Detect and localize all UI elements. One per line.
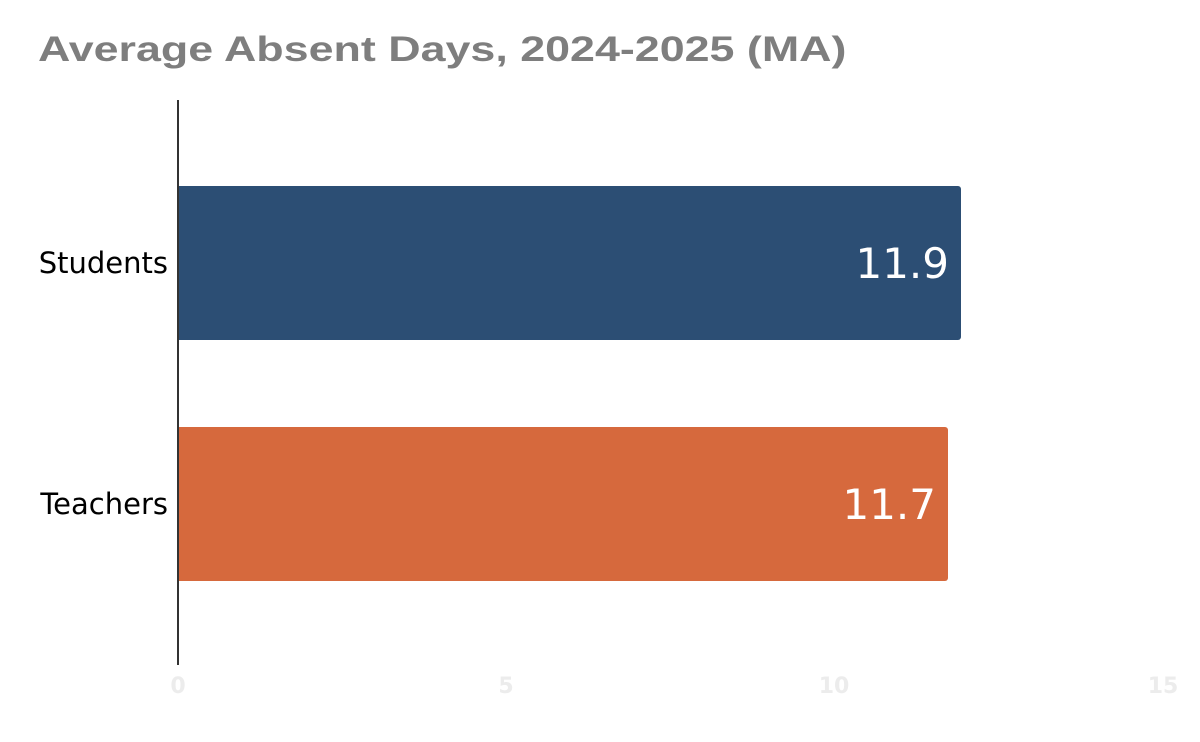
bar-row: Students 11.9: [0, 186, 1200, 340]
x-tick-label: 10: [818, 674, 850, 699]
x-tick-label: 5: [498, 674, 514, 699]
y-axis-line: [177, 100, 179, 665]
bar: 11.7: [179, 427, 948, 581]
bar-value-label: 11.7: [842, 479, 936, 529]
bar-value-label: 11.9: [855, 238, 949, 288]
x-axis-tick-labels: 0 5 10 15: [0, 674, 1200, 704]
bar: 11.9: [179, 186, 961, 340]
category-label: Teachers: [40, 487, 168, 521]
x-tick-label: 0: [170, 674, 186, 699]
category-label: Students: [38, 246, 168, 280]
bar-row: Teachers 11.7: [0, 427, 1200, 581]
x-tick-label: 15: [1147, 674, 1179, 699]
chart-title: Average Absent Days, 2024-2025 (MA): [38, 30, 847, 69]
